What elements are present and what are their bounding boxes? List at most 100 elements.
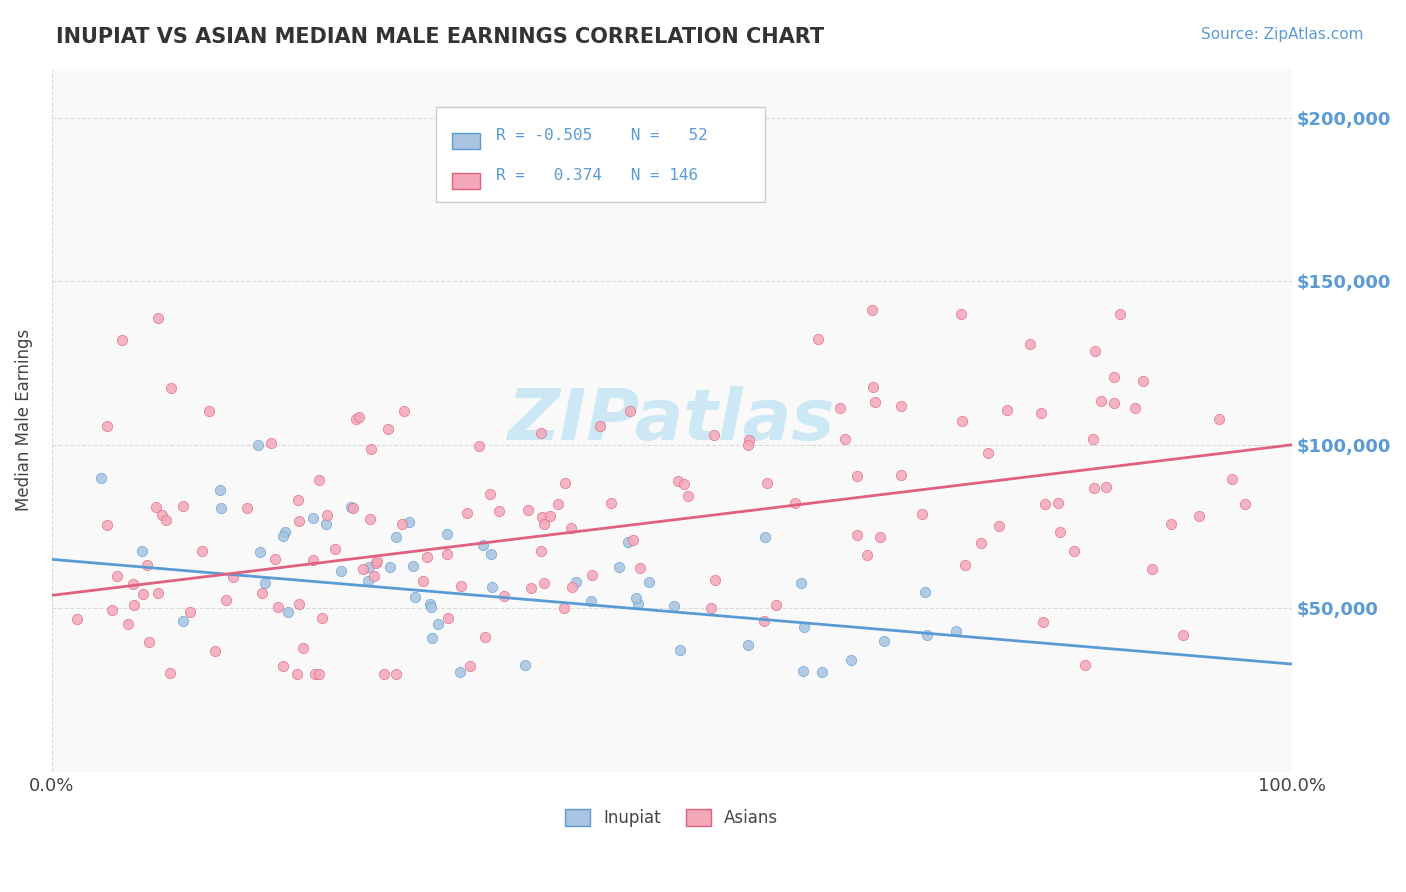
- Point: [638, 574, 661, 589]
- Point: [287, 666, 309, 681]
- Point: [607, 560, 630, 574]
- Point: [737, 437, 759, 451]
- Point: [404, 591, 426, 605]
- Point: [533, 516, 555, 531]
- Point: [953, 558, 976, 572]
- Point: [872, 634, 894, 648]
- Point: [267, 600, 290, 615]
- Point: [863, 395, 886, 409]
- Point: [436, 547, 458, 561]
- Point: [664, 599, 686, 614]
- Point: [952, 414, 974, 428]
- FancyBboxPatch shape: [453, 133, 479, 149]
- Point: [288, 514, 311, 528]
- Point: [617, 534, 640, 549]
- Point: [666, 475, 689, 489]
- Point: [621, 533, 644, 548]
- Point: [155, 513, 177, 527]
- Point: [342, 500, 364, 515]
- Point: [481, 580, 503, 594]
- Text: R = -0.505    N =   52: R = -0.505 N = 52: [496, 128, 707, 143]
- Point: [911, 508, 934, 522]
- Y-axis label: Median Male Earnings: Median Male Earnings: [15, 329, 32, 511]
- Point: [561, 580, 583, 594]
- Point: [340, 500, 363, 515]
- Point: [111, 333, 134, 347]
- Point: [995, 403, 1018, 417]
- Point: [1081, 432, 1104, 446]
- Point: [988, 518, 1011, 533]
- Point: [449, 665, 471, 679]
- Legend: Inupiat, Asians: Inupiat, Asians: [558, 803, 785, 834]
- Point: [915, 628, 938, 642]
- Point: [752, 615, 775, 629]
- Point: [315, 516, 337, 531]
- Point: [581, 568, 603, 582]
- Point: [855, 549, 877, 563]
- Point: [247, 438, 270, 452]
- Point: [436, 527, 458, 541]
- Text: Source: ZipAtlas.com: Source: ZipAtlas.com: [1201, 27, 1364, 42]
- Point: [1208, 412, 1230, 426]
- Point: [488, 504, 510, 518]
- Point: [437, 610, 460, 624]
- Point: [377, 422, 399, 436]
- Text: INUPIAT VS ASIAN MEDIAN MALE EARNINGS CORRELATION CHART: INUPIAT VS ASIAN MEDIAN MALE EARNINGS CO…: [56, 27, 824, 46]
- Point: [122, 598, 145, 612]
- Point: [301, 511, 323, 525]
- Point: [1090, 393, 1112, 408]
- Point: [316, 508, 339, 522]
- Point: [1029, 406, 1052, 420]
- Point: [172, 499, 194, 513]
- Point: [160, 381, 183, 395]
- Point: [1102, 395, 1125, 409]
- Point: [785, 496, 807, 510]
- Point: [676, 489, 699, 503]
- Point: [1032, 615, 1054, 629]
- Point: [250, 586, 273, 600]
- Point: [277, 605, 299, 619]
- Point: [1074, 657, 1097, 672]
- Point: [472, 538, 495, 552]
- Point: [308, 473, 330, 487]
- Point: [96, 418, 118, 433]
- Point: [474, 630, 496, 644]
- Point: [214, 592, 236, 607]
- Point: [1233, 497, 1256, 511]
- Point: [1102, 369, 1125, 384]
- Point: [834, 432, 856, 446]
- Point: [330, 564, 353, 578]
- Point: [159, 666, 181, 681]
- Point: [373, 666, 395, 681]
- Point: [90, 470, 112, 484]
- Point: [1063, 544, 1085, 558]
- Point: [479, 547, 502, 561]
- Point: [1094, 480, 1116, 494]
- Point: [554, 476, 576, 491]
- Point: [1049, 525, 1071, 540]
- Point: [416, 550, 439, 565]
- Point: [101, 603, 124, 617]
- Point: [564, 575, 586, 590]
- Point: [359, 512, 381, 526]
- Point: [135, 558, 157, 573]
- Point: [478, 487, 501, 501]
- Point: [450, 579, 472, 593]
- Point: [138, 635, 160, 649]
- Point: [302, 553, 325, 567]
- Point: [148, 586, 170, 600]
- Point: [131, 587, 153, 601]
- Point: [392, 404, 415, 418]
- Point: [323, 542, 346, 557]
- Point: [737, 638, 759, 652]
- Point: [1171, 627, 1194, 641]
- Point: [264, 552, 287, 566]
- Point: [359, 560, 381, 574]
- Point: [914, 585, 936, 599]
- Point: [366, 554, 388, 568]
- Point: [789, 576, 811, 591]
- Point: [291, 641, 314, 656]
- Point: [517, 503, 540, 517]
- Point: [600, 496, 623, 510]
- Point: [1132, 374, 1154, 388]
